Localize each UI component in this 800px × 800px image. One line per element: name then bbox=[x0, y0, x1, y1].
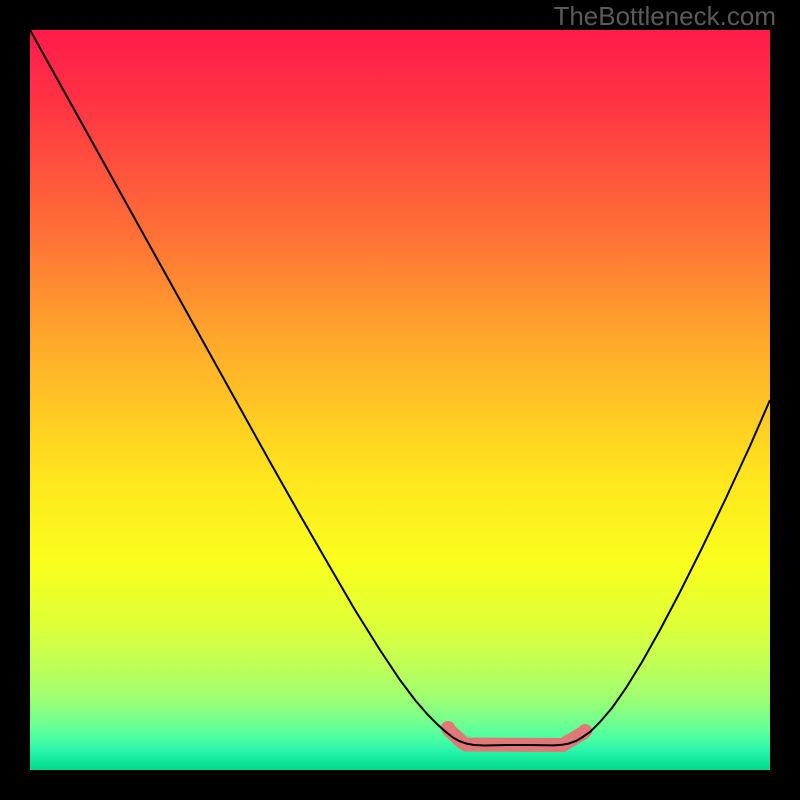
bottleneck-curve-chart bbox=[0, 0, 800, 800]
plot-background bbox=[30, 30, 770, 770]
watermark-text: TheBottleneck.com bbox=[553, 1, 776, 32]
watermark-label: TheBottleneck.com bbox=[553, 1, 776, 31]
chart-frame: TheBottleneck.com bbox=[0, 0, 800, 800]
